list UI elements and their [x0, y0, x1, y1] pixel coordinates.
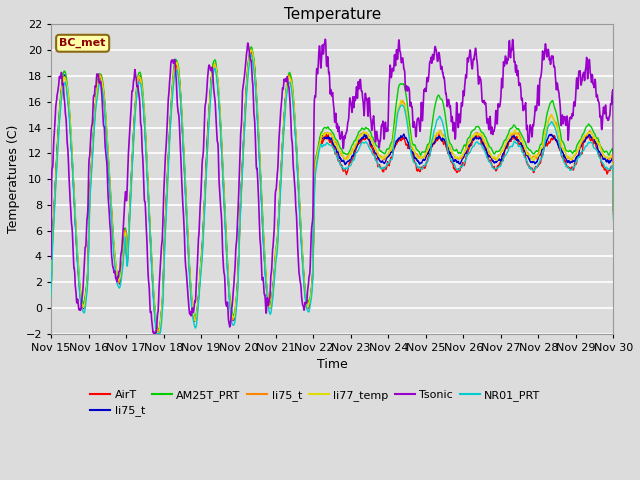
li75_t: [47, 292, 55, 298]
AM25T_PRT: [609, 206, 617, 212]
li75_t: [576, 144, 584, 150]
li75_t: [496, 157, 504, 163]
Tsonic: [362, 91, 369, 96]
Y-axis label: Temperatures (C): Temperatures (C): [7, 125, 20, 233]
AM25T_PRT: [155, 327, 163, 333]
AirT: [609, 211, 617, 217]
AirT: [154, 331, 162, 336]
AirT: [576, 152, 584, 158]
Line: li77_temp: li77_temp: [51, 49, 613, 334]
X-axis label: Time: Time: [317, 358, 348, 371]
AM25T_PRT: [47, 291, 55, 297]
li75_t: [561, 147, 568, 153]
Tsonic: [576, 69, 584, 75]
NR01_PRT: [349, 157, 356, 163]
AM25T_PRT: [362, 125, 369, 131]
Line: li75_t: li75_t: [51, 50, 613, 331]
AirT: [47, 285, 55, 291]
NR01_PRT: [204, 134, 212, 140]
Line: AirT: AirT: [51, 49, 613, 334]
li75_t: [349, 146, 356, 152]
NR01_PRT: [248, 52, 255, 58]
Text: BC_met: BC_met: [60, 38, 106, 48]
Tsonic: [150, 331, 157, 336]
AM25T_PRT: [496, 147, 504, 153]
li77_temp: [561, 147, 568, 153]
li75_t: [155, 329, 163, 335]
AM25T_PRT: [204, 125, 212, 131]
Line: NR01_PRT: NR01_PRT: [51, 55, 613, 334]
Tsonic: [47, 256, 55, 262]
li75_t: [247, 48, 255, 53]
NR01_PRT: [576, 154, 584, 160]
li75_t: [576, 145, 584, 151]
li77_temp: [496, 151, 504, 157]
AirT: [349, 155, 356, 161]
li77_temp: [47, 292, 55, 298]
li77_temp: [349, 148, 356, 154]
Line: Tsonic: Tsonic: [51, 39, 613, 334]
li77_temp: [154, 331, 162, 336]
AM25T_PRT: [576, 137, 584, 143]
AirT: [561, 156, 568, 162]
Line: AM25T_PRT: AM25T_PRT: [51, 47, 613, 330]
li75_t: [247, 49, 255, 55]
li75_t: [349, 153, 356, 158]
AirT: [204, 122, 212, 128]
AirT: [362, 136, 369, 142]
li75_t: [204, 129, 212, 135]
Title: Temperature: Temperature: [284, 7, 381, 22]
Tsonic: [496, 102, 504, 108]
li77_temp: [609, 211, 617, 216]
li77_temp: [576, 142, 584, 148]
AirT: [247, 47, 255, 52]
li75_t: [609, 209, 617, 215]
Tsonic: [561, 114, 568, 120]
AM25T_PRT: [561, 142, 568, 147]
li77_temp: [204, 129, 212, 135]
NR01_PRT: [47, 294, 55, 300]
li77_temp: [362, 130, 369, 136]
li75_t: [154, 328, 162, 334]
NR01_PRT: [362, 139, 369, 145]
Tsonic: [204, 70, 212, 75]
NR01_PRT: [561, 159, 568, 165]
Tsonic: [321, 36, 329, 42]
Legend: AirT, li75_t, AM25T_PRT, li75_t, li77_temp, Tsonic, NR01_PRT: AirT, li75_t, AM25T_PRT, li75_t, li77_te…: [86, 385, 545, 421]
li75_t: [47, 286, 55, 292]
Tsonic: [349, 94, 356, 100]
li77_temp: [247, 47, 255, 52]
li75_t: [561, 152, 568, 158]
li75_t: [204, 126, 212, 132]
li75_t: [496, 152, 504, 157]
Tsonic: [609, 159, 617, 165]
NR01_PRT: [609, 217, 617, 223]
AM25T_PRT: [349, 142, 356, 147]
NR01_PRT: [152, 331, 160, 336]
li75_t: [609, 207, 617, 213]
NR01_PRT: [496, 163, 504, 169]
Line: li75_t: li75_t: [51, 52, 613, 332]
li75_t: [362, 133, 369, 139]
li75_t: [362, 130, 369, 136]
AM25T_PRT: [248, 44, 255, 50]
AirT: [496, 161, 504, 167]
